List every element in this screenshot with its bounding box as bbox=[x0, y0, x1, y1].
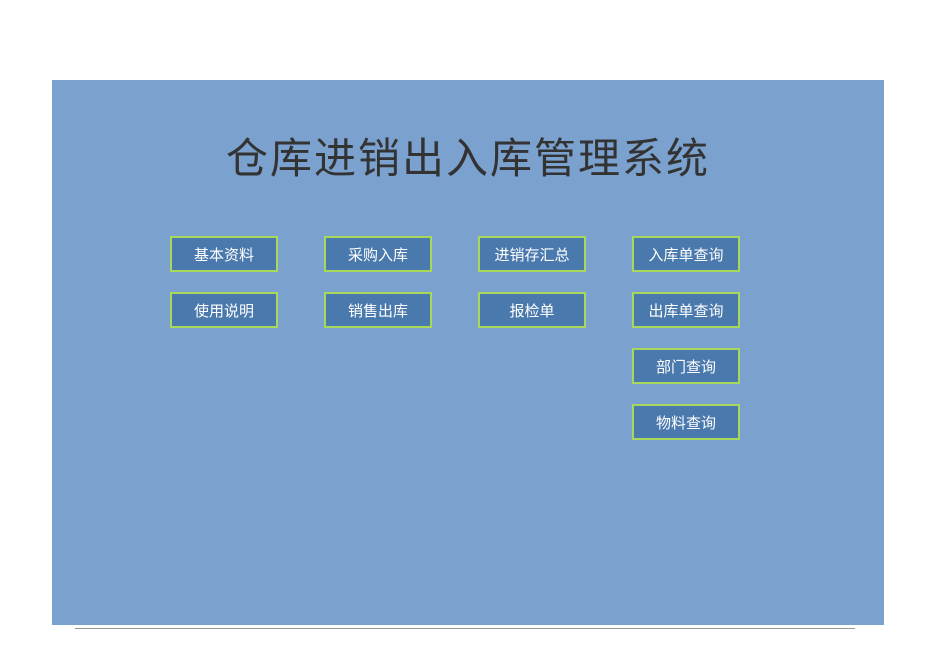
inbound-query-button[interactable]: 入库单查询 bbox=[632, 236, 740, 272]
basic-info-button[interactable]: 基本资料 bbox=[170, 236, 278, 272]
material-query-button[interactable]: 物料查询 bbox=[632, 404, 740, 440]
inventory-summary-label: 进销存汇总 bbox=[494, 244, 569, 265]
purchase-in-button[interactable]: 采购入库 bbox=[324, 236, 432, 272]
button-grid: 基本资料 使用说明 采购入库 销售出库 进销存汇总 报检单 入库单查询 出库单查… bbox=[52, 226, 884, 606]
department-query-label: 部门查询 bbox=[656, 356, 716, 377]
material-query-label: 物料查询 bbox=[656, 412, 716, 433]
inventory-summary-button[interactable]: 进销存汇总 bbox=[478, 236, 586, 272]
main-panel: 仓库进销出入库管理系统 基本资料 使用说明 采购入库 销售出库 进销存汇总 报检… bbox=[52, 80, 884, 625]
inspection-button[interactable]: 报检单 bbox=[478, 292, 586, 328]
sales-out-label: 销售出库 bbox=[348, 300, 408, 321]
department-query-button[interactable]: 部门查询 bbox=[632, 348, 740, 384]
outbound-query-label: 出库单查询 bbox=[648, 300, 723, 321]
purchase-in-label: 采购入库 bbox=[348, 244, 408, 265]
footer-divider bbox=[75, 628, 855, 629]
page-title: 仓库进销出入库管理系统 bbox=[52, 125, 884, 186]
inbound-query-label: 入库单查询 bbox=[648, 244, 723, 265]
inspection-label: 报检单 bbox=[509, 300, 554, 321]
outbound-query-button[interactable]: 出库单查询 bbox=[632, 292, 740, 328]
basic-info-label: 基本资料 bbox=[194, 244, 254, 265]
usage-guide-button[interactable]: 使用说明 bbox=[170, 292, 278, 328]
usage-guide-label: 使用说明 bbox=[194, 300, 254, 321]
sales-out-button[interactable]: 销售出库 bbox=[324, 292, 432, 328]
